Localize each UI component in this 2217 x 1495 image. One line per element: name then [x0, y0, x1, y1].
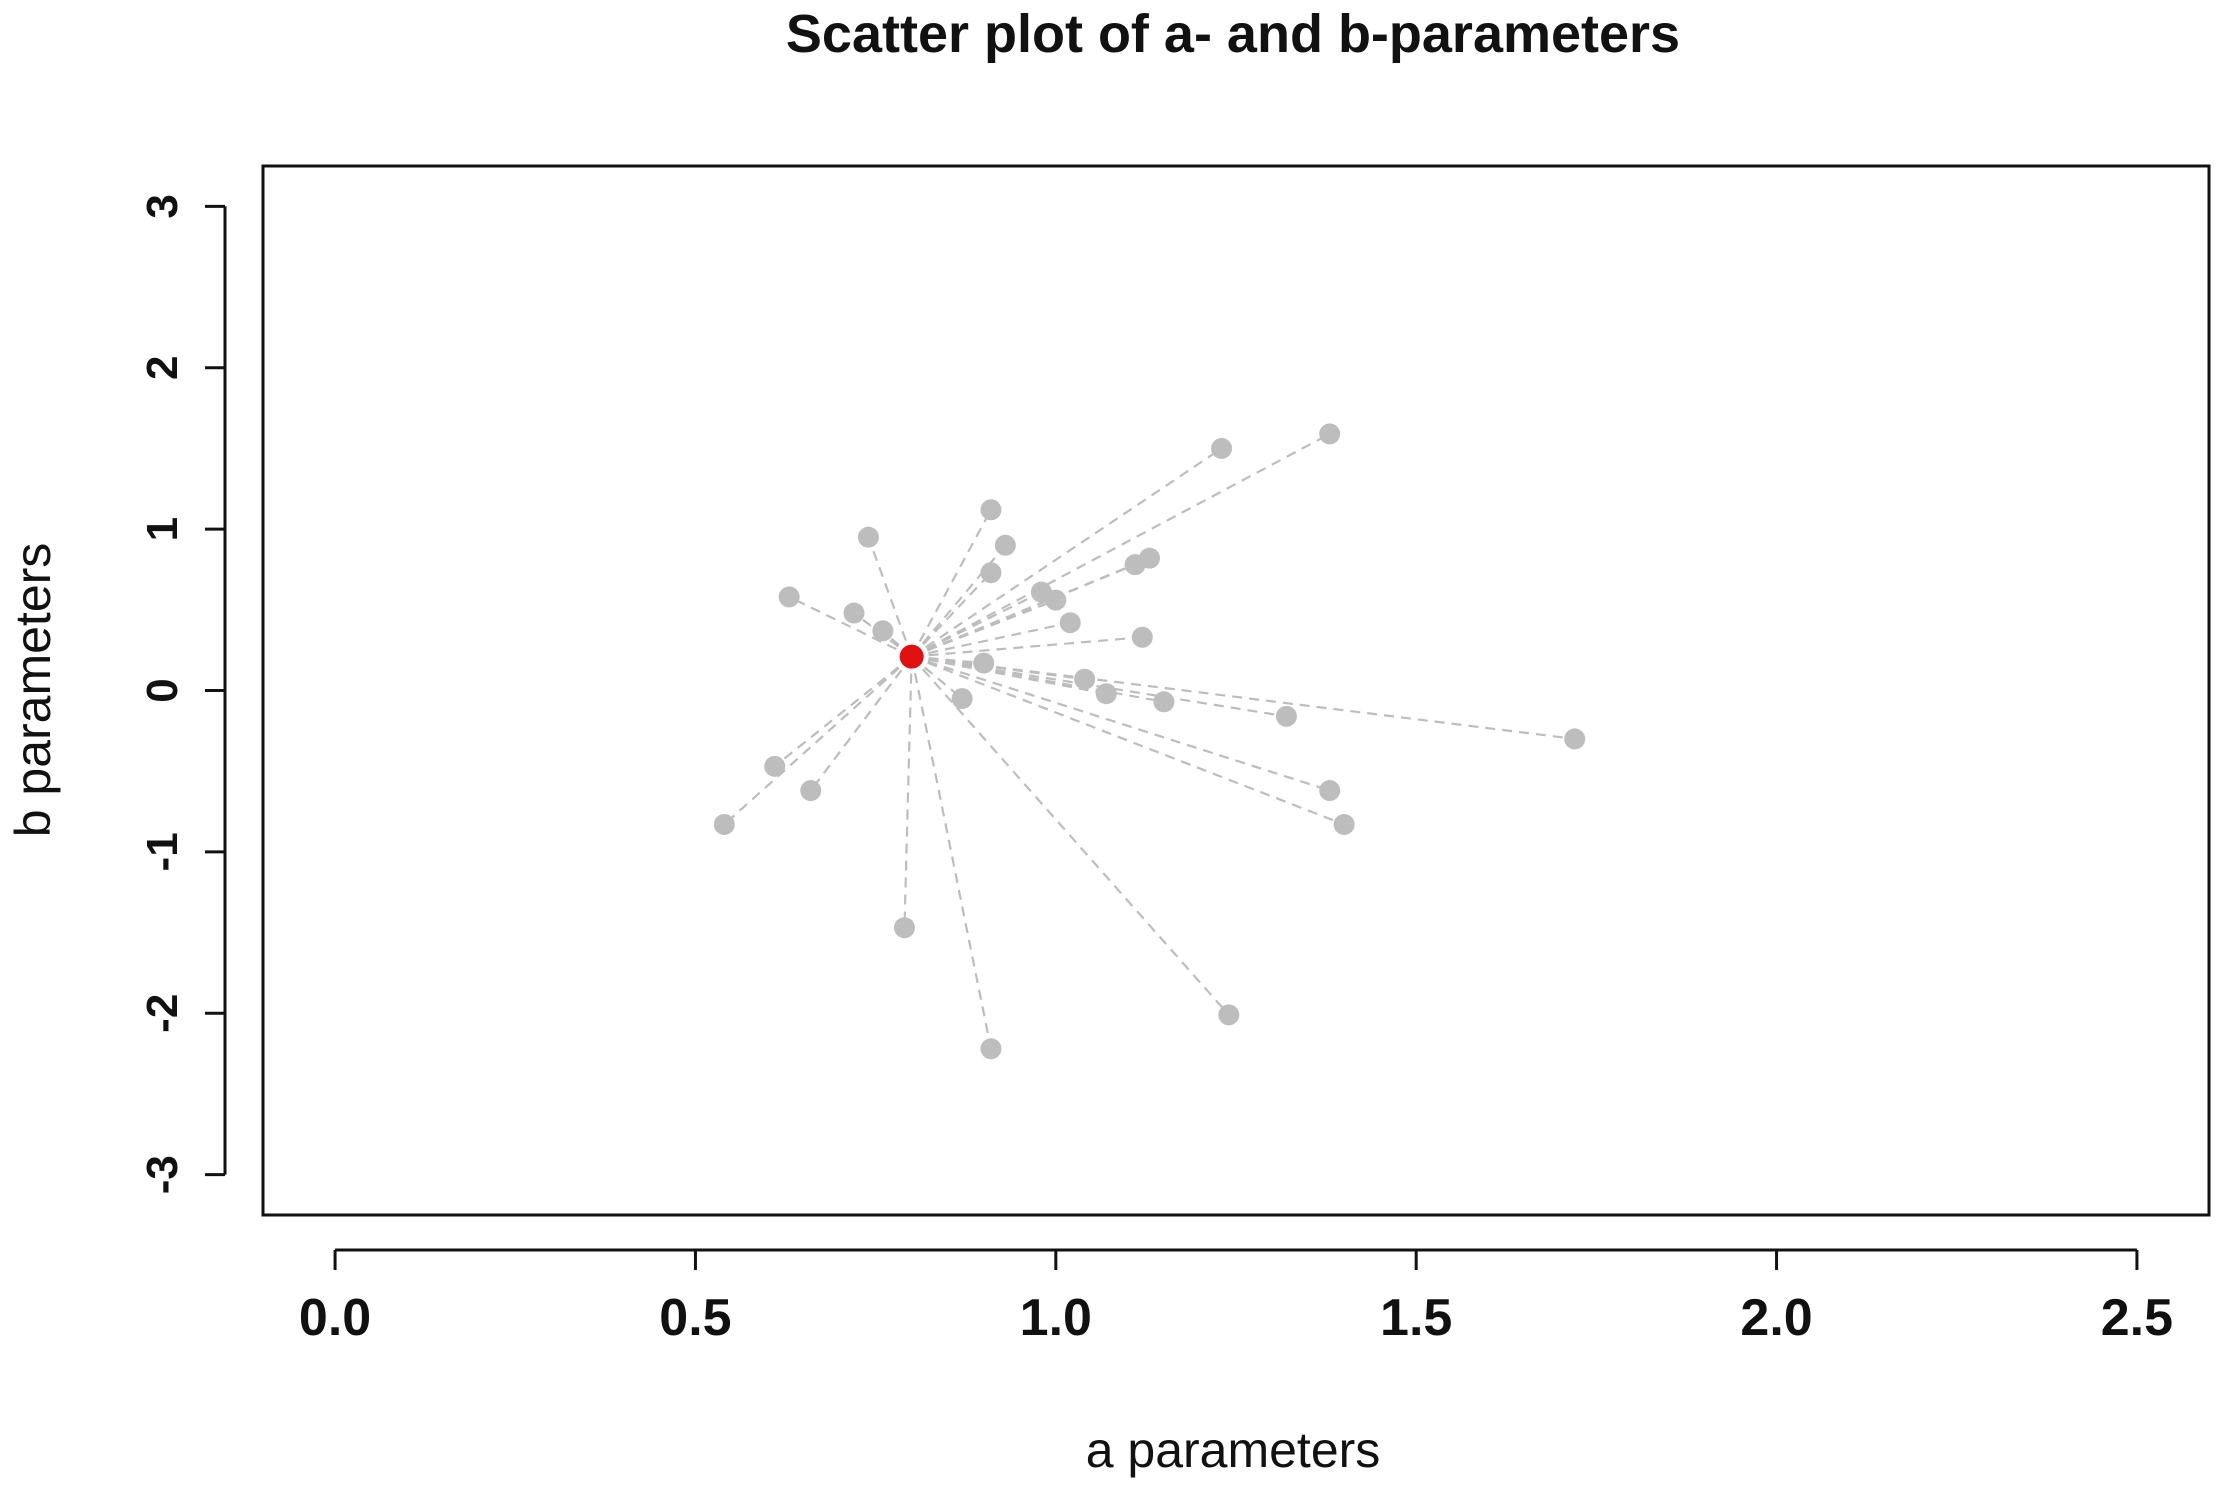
connector-line	[774, 655, 913, 768]
data-point	[980, 1038, 1002, 1060]
data-point	[1124, 554, 1146, 576]
connector-line	[911, 636, 1143, 658]
connector-line	[911, 599, 1057, 658]
connector-line	[867, 536, 913, 657]
data-point	[1218, 1004, 1240, 1026]
y-tick-label: -3	[138, 1155, 187, 1194]
data-point	[1153, 691, 1175, 713]
x-tick-label: 1.5	[1380, 1289, 1452, 1347]
y-tick-label: 0	[138, 678, 187, 702]
x-tick-label: 0.0	[299, 1289, 371, 1347]
data-point	[1333, 813, 1355, 835]
data-point	[778, 586, 800, 608]
y-tick-label: 2	[138, 355, 187, 379]
data-point	[951, 688, 973, 710]
y-tick-label: -1	[138, 832, 187, 871]
connector-lines	[723, 432, 1575, 1049]
data-point	[1564, 728, 1586, 750]
data-point	[764, 755, 786, 777]
y-tick-label: 1	[138, 517, 187, 541]
chart-title: Scatter plot of a- and b-parameters	[786, 4, 1680, 64]
connector-line	[910, 509, 992, 658]
x-tick-label: 2.5	[2101, 1289, 2173, 1347]
connector-line	[911, 447, 1223, 658]
connector-line	[911, 655, 984, 665]
connector-line	[910, 544, 1007, 658]
data-point	[713, 813, 735, 835]
y-axis: -3 -2 -1 0 1 2 3	[138, 194, 227, 1194]
data-point	[1045, 589, 1067, 611]
data-point	[1074, 668, 1096, 690]
data-point	[1131, 626, 1153, 648]
data-point	[872, 620, 894, 642]
x-axis-label: a parameters	[1086, 1422, 1381, 1478]
data-point	[843, 602, 865, 624]
connector-line	[910, 655, 1230, 1016]
data-point	[1095, 683, 1117, 705]
x-tick-label: 1.0	[1020, 1289, 1092, 1347]
connector-line	[911, 655, 1331, 792]
data-point	[1319, 780, 1341, 802]
connector-line	[911, 432, 1331, 658]
connector-line	[911, 655, 1575, 741]
data-point	[980, 562, 1002, 584]
connector-line	[910, 655, 963, 700]
data-point	[1059, 612, 1081, 634]
x-axis: 0.0 0.5 1.0 1.5 2.0 2.5	[299, 1248, 2173, 1347]
connector-line	[723, 655, 913, 826]
connector-line	[911, 655, 1345, 826]
connector-line	[903, 656, 913, 928]
y-tick-label: 3	[138, 194, 187, 218]
data-point	[994, 534, 1016, 556]
connector-line	[911, 591, 1042, 658]
connector-line	[910, 571, 992, 658]
center-point	[899, 644, 924, 669]
plot-frame	[261, 164, 2211, 1217]
x-tick-label: 0.5	[659, 1289, 731, 1347]
y-tick-label: -2	[138, 994, 187, 1033]
y-axis-label: b parameters	[5, 543, 61, 838]
data-point	[980, 499, 1002, 521]
x-tick-label: 2.0	[1740, 1289, 1812, 1347]
data-point	[857, 526, 879, 548]
connector-line	[910, 656, 993, 1049]
data-points	[713, 423, 1586, 1060]
connector-line	[788, 595, 913, 658]
data-point	[1211, 437, 1233, 459]
data-point	[1319, 423, 1341, 445]
data-point	[1275, 705, 1297, 727]
connector-line	[809, 655, 913, 792]
data-point	[893, 917, 915, 939]
data-point	[800, 780, 822, 802]
data-point	[973, 652, 995, 674]
